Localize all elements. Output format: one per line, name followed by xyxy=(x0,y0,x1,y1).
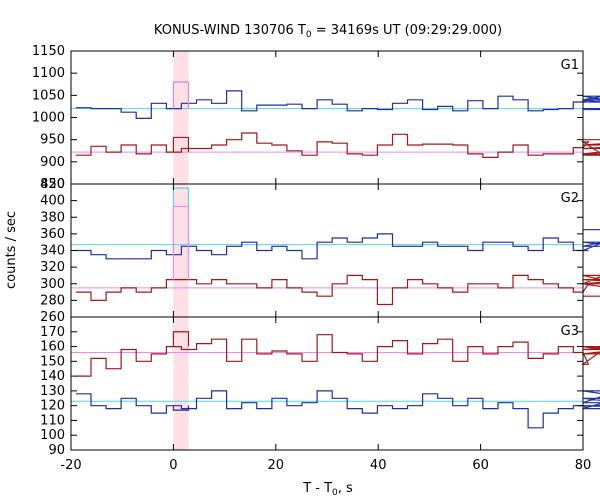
x-axis-label: T - T0, s xyxy=(302,481,353,498)
highlight-bin xyxy=(172,405,190,411)
x-tick-label: 80 xyxy=(575,458,592,473)
series-line xyxy=(75,390,600,429)
y-axis-label: counts / sec xyxy=(4,211,19,289)
series-line xyxy=(75,132,600,158)
chart-title: KONUS-WIND 130706 T0 = 34169s UT (09:29:… xyxy=(154,23,502,40)
y-tick-label: 120 xyxy=(40,399,65,414)
y-tick-label: 110 xyxy=(40,413,65,428)
y-tick-label: 400 xyxy=(40,194,65,209)
y-tick-label: 1100 xyxy=(32,66,65,81)
y-tick-label: 1000 xyxy=(32,111,65,126)
panel-label: G1 xyxy=(561,58,579,73)
x-tick-label: -20 xyxy=(60,458,81,473)
y-tick-label: 160 xyxy=(40,340,65,355)
highlight-bin xyxy=(172,81,190,109)
y-tick-label: 1050 xyxy=(32,88,65,103)
series-line xyxy=(75,274,600,306)
x-tick-label: 0 xyxy=(169,458,177,473)
panel-g1: 850 900 950 1000 1050 1100 1150 G1 xyxy=(32,44,600,192)
y-tick-label: 150 xyxy=(40,354,65,369)
highlight-bin xyxy=(172,136,190,153)
y-tick-label: 280 xyxy=(40,293,65,308)
y-tick-label: 320 xyxy=(40,260,65,275)
y-tick-label: 100 xyxy=(40,428,65,443)
panel-label: G3 xyxy=(561,324,579,339)
x-tick-label: 40 xyxy=(370,458,387,473)
panel-label: G2 xyxy=(561,191,579,206)
y-tick-label: 360 xyxy=(40,227,65,242)
y-tick-label: 950 xyxy=(40,133,65,148)
panel-frame xyxy=(70,50,584,185)
y-tick-label: 900 xyxy=(40,155,65,170)
y-tick-label: 90 xyxy=(48,443,65,458)
x-tick-label: 20 xyxy=(268,458,285,473)
y-tick-label: 420 xyxy=(40,177,65,192)
highlight-bin xyxy=(172,205,190,280)
y-tick-label: 260 xyxy=(40,310,65,325)
panels: 8509009501000105011001150G12602803003203… xyxy=(32,44,600,473)
y-tick-label: 130 xyxy=(40,384,65,399)
panel-frame xyxy=(70,316,584,451)
y-tick-label: 850 xyxy=(40,177,65,192)
y-tick-label: 170 xyxy=(40,325,65,340)
panel-frame xyxy=(70,183,584,318)
series-line xyxy=(75,334,600,377)
x-tick-label: 60 xyxy=(472,458,489,473)
y-tick-label: 300 xyxy=(40,277,65,292)
y-tick-label: 340 xyxy=(40,244,65,259)
y-tick-label: 1150 xyxy=(32,44,65,59)
y-tick-label: 140 xyxy=(40,369,65,384)
highlight-bin xyxy=(172,331,190,347)
y-tick-label: 380 xyxy=(40,210,65,225)
series-line xyxy=(75,90,600,119)
